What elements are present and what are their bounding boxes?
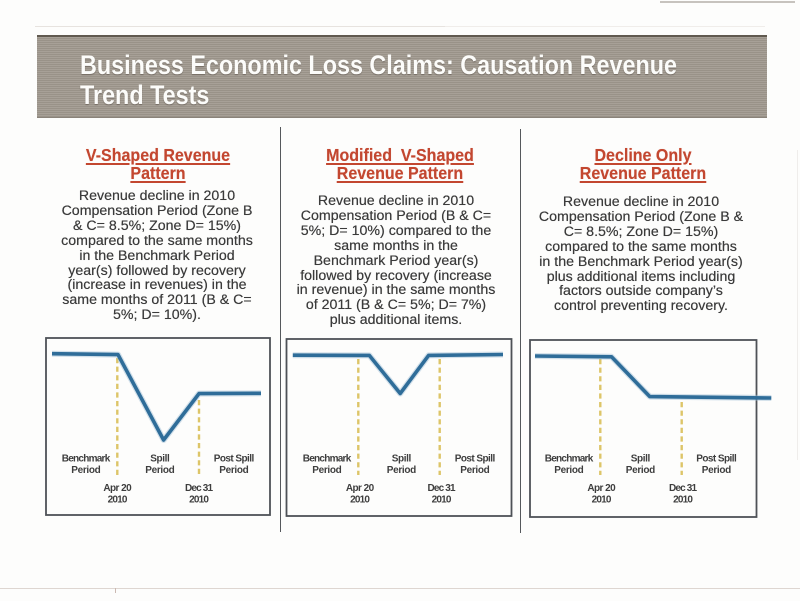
svg-text:2010: 2010 — [592, 494, 612, 505]
svg-text:Spill: Spill — [150, 454, 170, 465]
svg-text:Apr 20: Apr 20 — [587, 483, 616, 494]
svg-text:Period: Period — [554, 465, 584, 476]
svg-text:Post Spill: Post Spill — [455, 454, 496, 465]
svg-text:2010: 2010 — [432, 494, 452, 505]
svg-text:Dec 31: Dec 31 — [185, 483, 213, 494]
svg-text:Period: Period — [626, 465, 656, 476]
svg-text:Apr 20: Apr 20 — [103, 483, 132, 494]
svg-text:Post Spill: Post Spill — [214, 454, 255, 465]
svg-text:Period: Period — [460, 465, 490, 476]
svg-text:Period: Period — [387, 465, 417, 476]
svg-text:Spill: Spill — [392, 454, 412, 465]
svg-text:Spill: Spill — [631, 454, 651, 465]
svg-text:Post Spill: Post Spill — [696, 454, 737, 465]
svg-text:2010: 2010 — [189, 494, 209, 505]
svg-text:2010: 2010 — [673, 494, 693, 505]
svg-text:Benchmark: Benchmark — [545, 454, 594, 465]
svg-text:Benchmark: Benchmark — [303, 454, 352, 465]
svg-text:2010: 2010 — [350, 494, 370, 505]
svg-text:Dec 31: Dec 31 — [669, 483, 697, 494]
svg-text:Period: Period — [219, 465, 249, 476]
svg-text:Dec 31: Dec 31 — [428, 483, 456, 494]
svg-text:Period: Period — [312, 465, 342, 476]
svg-text:Benchmark: Benchmark — [62, 454, 111, 465]
svg-text:Period: Period — [71, 465, 101, 476]
svg-text:Period: Period — [145, 465, 175, 476]
svg-text:Period: Period — [702, 465, 732, 476]
svg-text:Apr 20: Apr 20 — [346, 483, 375, 494]
svg-text:2010: 2010 — [108, 494, 128, 505]
